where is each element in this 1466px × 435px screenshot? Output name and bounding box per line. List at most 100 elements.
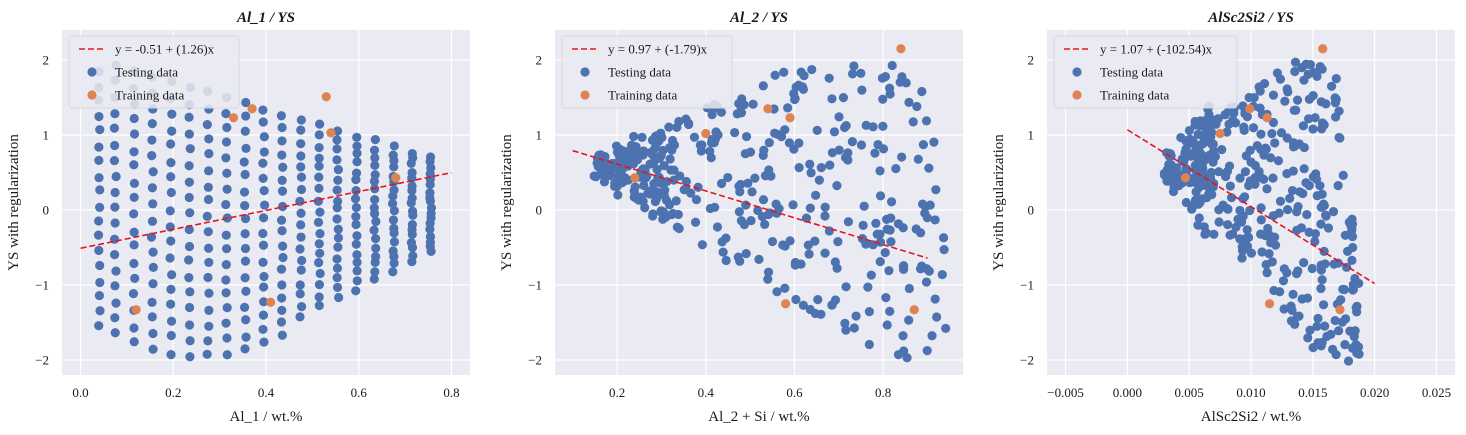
testing-point [258, 158, 268, 168]
testing-point [1171, 163, 1182, 173]
testing-point [649, 156, 659, 167]
testing-point [277, 293, 287, 303]
testing-point [859, 201, 869, 211]
testing-point [843, 155, 853, 165]
testing-point [841, 120, 851, 131]
testing-point [369, 145, 380, 155]
x-tick-label: 0.2 [609, 385, 625, 400]
testing-point [1317, 275, 1327, 285]
testing-point [1292, 225, 1302, 235]
testing-point [893, 350, 904, 360]
testing-point [754, 254, 764, 264]
testing-point [1270, 138, 1280, 148]
testing-point [1202, 228, 1212, 238]
testing-point [110, 313, 120, 323]
training-point [701, 128, 711, 139]
testing-point [185, 352, 195, 362]
testing-point [1290, 66, 1300, 77]
testing-point [296, 232, 306, 242]
testing-point [798, 300, 808, 310]
testing-point [1354, 278, 1364, 289]
testing-point [1250, 160, 1260, 171]
testing-point [184, 177, 194, 187]
testing-point [758, 195, 769, 205]
testing-point [796, 259, 806, 269]
testing-point [1304, 180, 1314, 191]
testing-point [222, 333, 232, 343]
testing-point [184, 161, 194, 171]
testing-point [1194, 213, 1204, 223]
testing-point [315, 207, 325, 217]
testing-point [1320, 321, 1330, 331]
testing-point [111, 266, 121, 276]
testing-point [315, 248, 325, 258]
legend-fit-label: y = -0.51 + (1.26)x [115, 42, 215, 57]
testing-point [1319, 120, 1329, 130]
testing-point [766, 171, 776, 181]
y-tick-label: −1 [1020, 278, 1034, 293]
testing-point [921, 116, 932, 126]
y-tick-label: −2 [1020, 353, 1034, 368]
testing-point [166, 284, 176, 295]
testing-point [370, 153, 380, 163]
testing-point [1249, 93, 1259, 103]
testing-point [388, 246, 398, 256]
x-tick-label: 0.015 [1298, 385, 1327, 400]
legend-testing-swatch [1072, 67, 1082, 77]
training-point [1335, 305, 1345, 315]
testing-point [278, 241, 288, 251]
testing-point [333, 196, 343, 206]
testing-point [129, 323, 139, 333]
testing-point [148, 344, 158, 354]
testing-point [1229, 108, 1239, 118]
testing-point [696, 146, 706, 156]
testing-point [221, 137, 232, 147]
testing-point [801, 213, 812, 223]
testing-point [1252, 141, 1262, 151]
testing-point [129, 160, 139, 170]
testing-point [827, 94, 837, 104]
testing-point [222, 184, 232, 194]
testing-point [1188, 136, 1198, 146]
testing-point [1290, 57, 1301, 67]
testing-point [109, 123, 120, 133]
testing-point [783, 103, 793, 113]
testing-point [636, 166, 646, 177]
testing-point [780, 241, 790, 251]
testing-point [886, 237, 896, 247]
testing-point [315, 268, 325, 279]
testing-point [866, 270, 876, 280]
testing-point [1292, 312, 1302, 322]
testing-point [239, 157, 249, 167]
testing-point [811, 190, 821, 200]
chart-title: Al_2 / YS [729, 10, 788, 26]
testing-point [259, 186, 269, 196]
testing-point [185, 287, 195, 297]
testing-point [1246, 248, 1257, 258]
testing-point [258, 240, 269, 250]
testing-point [885, 83, 895, 93]
testing-point [314, 300, 324, 311]
testing-point [371, 216, 381, 227]
testing-point [1207, 139, 1217, 150]
training-point [785, 113, 795, 123]
testing-point [1293, 202, 1303, 212]
testing-point [203, 243, 214, 253]
testing-point [296, 184, 307, 195]
testing-point [277, 305, 287, 315]
testing-point [856, 68, 866, 78]
testing-point [166, 139, 176, 149]
testing-point [753, 205, 763, 216]
testing-point [1312, 321, 1322, 331]
testing-point [723, 172, 733, 183]
testing-point [772, 287, 782, 297]
testing-point [129, 337, 139, 347]
testing-point [148, 199, 158, 209]
testing-point [840, 318, 850, 328]
testing-point [706, 153, 716, 163]
testing-point [739, 220, 749, 230]
testing-point [1297, 294, 1307, 304]
testing-point [221, 288, 231, 298]
testing-point [95, 125, 105, 135]
y-tick-label: −2 [528, 353, 542, 368]
